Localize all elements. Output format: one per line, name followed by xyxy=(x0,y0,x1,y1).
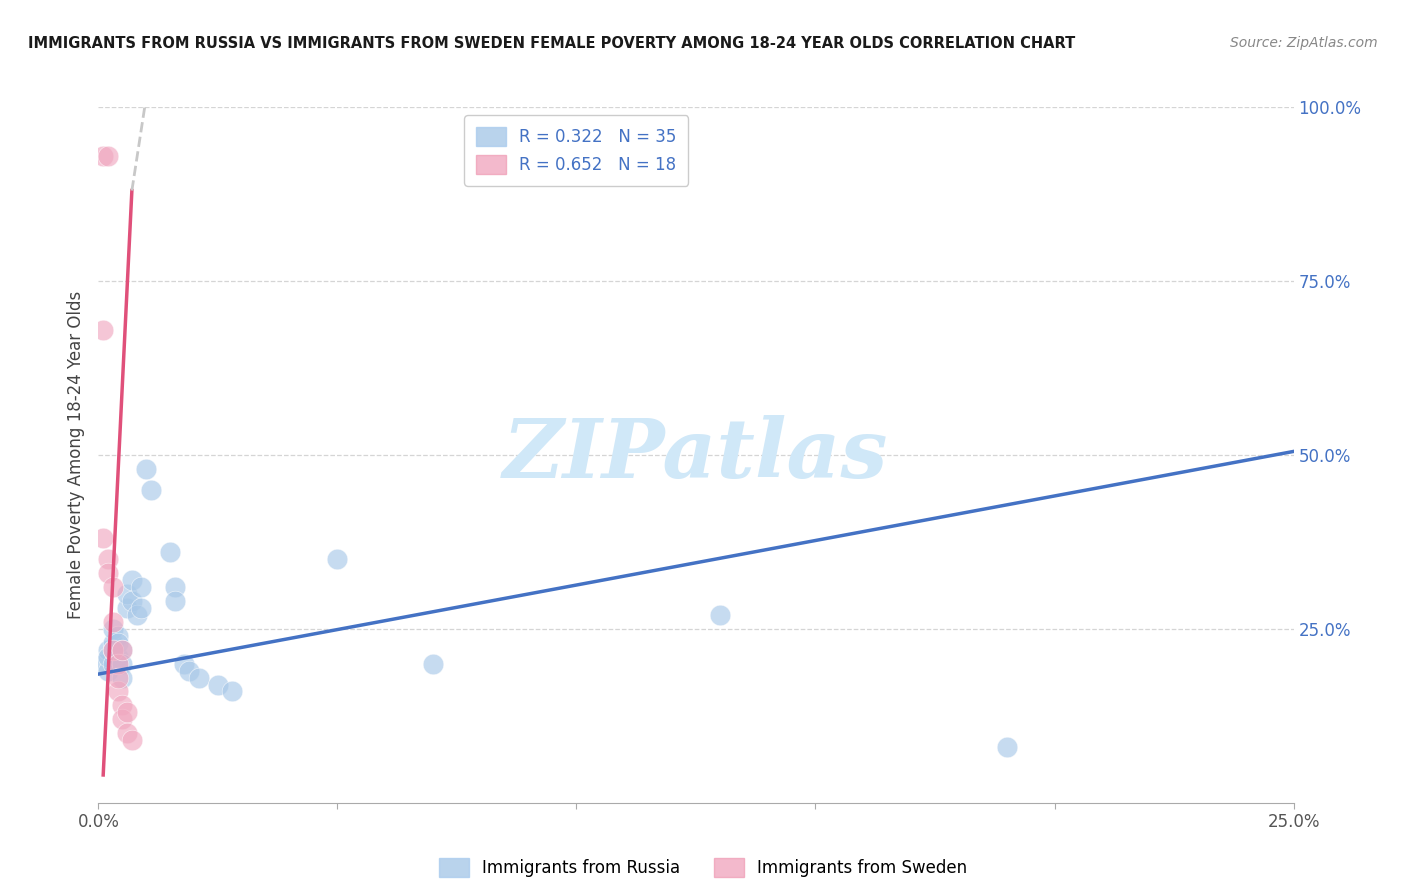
Point xyxy=(121,594,143,608)
Point xyxy=(207,677,229,691)
Point xyxy=(107,649,129,664)
Point xyxy=(107,636,129,650)
Point xyxy=(97,649,120,664)
Point xyxy=(187,671,209,685)
Point xyxy=(111,642,134,657)
Point xyxy=(135,462,157,476)
Point xyxy=(159,545,181,559)
Point xyxy=(131,580,153,594)
Text: IMMIGRANTS FROM RUSSIA VS IMMIGRANTS FROM SWEDEN FEMALE POVERTY AMONG 18-24 YEAR: IMMIGRANTS FROM RUSSIA VS IMMIGRANTS FRO… xyxy=(28,36,1076,51)
Point xyxy=(107,657,129,671)
Point xyxy=(107,671,129,685)
Point xyxy=(173,657,195,671)
Point xyxy=(115,726,138,740)
Point xyxy=(101,642,124,657)
Point xyxy=(221,684,243,698)
Point xyxy=(97,642,120,657)
Point xyxy=(107,684,129,698)
Y-axis label: Female Poverty Among 18-24 Year Olds: Female Poverty Among 18-24 Year Olds xyxy=(66,291,84,619)
Point xyxy=(111,671,134,685)
Text: ZIPatlas: ZIPatlas xyxy=(503,415,889,495)
Point xyxy=(91,532,114,546)
Point xyxy=(107,629,129,643)
Point xyxy=(163,580,186,594)
Point xyxy=(121,573,143,587)
Point xyxy=(91,323,114,337)
Point xyxy=(179,664,201,678)
Point xyxy=(97,552,120,566)
Point xyxy=(101,622,124,636)
Point xyxy=(91,657,114,671)
Point xyxy=(125,607,148,622)
Legend: R = 0.322   N = 35, R = 0.652   N = 18: R = 0.322 N = 35, R = 0.652 N = 18 xyxy=(464,115,689,186)
Point xyxy=(101,657,124,671)
Point xyxy=(111,712,134,726)
Point xyxy=(995,740,1018,755)
Point xyxy=(91,149,114,163)
Point xyxy=(111,642,134,657)
Text: Source: ZipAtlas.com: Source: ZipAtlas.com xyxy=(1230,36,1378,50)
Point xyxy=(111,698,134,713)
Point xyxy=(709,607,731,622)
Point xyxy=(326,552,349,566)
Point xyxy=(101,636,124,650)
Point xyxy=(115,706,138,720)
Point xyxy=(422,657,444,671)
Point xyxy=(115,587,138,601)
Point xyxy=(97,566,120,581)
Point xyxy=(101,615,124,629)
Point xyxy=(107,657,129,671)
Point xyxy=(163,594,186,608)
Point xyxy=(139,483,162,497)
Point xyxy=(121,733,143,747)
Point xyxy=(101,642,124,657)
Point xyxy=(111,657,134,671)
Point xyxy=(131,601,153,615)
Point xyxy=(115,601,138,615)
Point xyxy=(97,149,120,163)
Point xyxy=(97,664,120,678)
Point xyxy=(101,580,124,594)
Legend: Immigrants from Russia, Immigrants from Sweden: Immigrants from Russia, Immigrants from … xyxy=(432,851,974,884)
